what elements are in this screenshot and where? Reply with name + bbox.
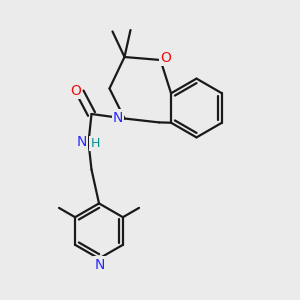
Text: O: O (70, 84, 81, 98)
Text: H: H (90, 137, 100, 150)
Text: N: N (94, 258, 105, 272)
Text: N: N (113, 111, 123, 124)
Text: O: O (160, 51, 171, 65)
Text: N: N (77, 135, 87, 148)
